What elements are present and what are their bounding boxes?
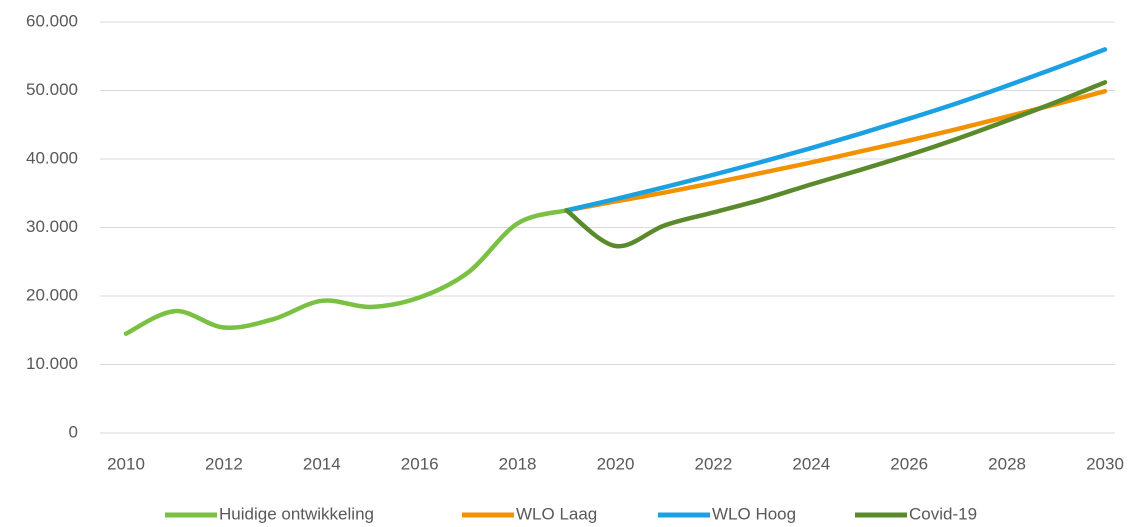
- legend-label: WLO Laag: [516, 504, 597, 523]
- legend-label: WLO Hoog: [712, 504, 796, 523]
- x-tick-label: 2020: [597, 454, 635, 473]
- line-series: [564, 88, 1108, 213]
- x-tick-label: 2022: [694, 454, 732, 473]
- x-tick-label: 2018: [499, 454, 537, 473]
- x-tick-label: 2010: [107, 454, 145, 473]
- x-tick-label: 2012: [205, 454, 243, 473]
- x-tick-label: 2026: [890, 454, 928, 473]
- legend-label: Huidige ontwikkeling: [219, 504, 374, 523]
- y-tick-label: 40.000: [26, 148, 78, 167]
- x-tick-label: 2014: [303, 454, 341, 473]
- x-tick-label: 2016: [401, 454, 439, 473]
- line-series: [564, 47, 1108, 213]
- y-tick-label: 50.000: [26, 80, 78, 99]
- legend-label: Covid-19: [909, 504, 977, 523]
- y-tick-label: 20.000: [26, 285, 78, 304]
- y-tick-label: 0: [69, 422, 78, 441]
- y-tick-label: 30.000: [26, 217, 78, 236]
- line-series: [123, 208, 569, 336]
- y-tick-label: 60.000: [26, 11, 78, 30]
- line-series: [564, 80, 1108, 249]
- x-tick-label: 2024: [792, 454, 830, 473]
- x-tick-label: 2030: [1086, 454, 1124, 473]
- y-tick-label: 10.000: [26, 354, 78, 373]
- x-tick-label: 2028: [988, 454, 1026, 473]
